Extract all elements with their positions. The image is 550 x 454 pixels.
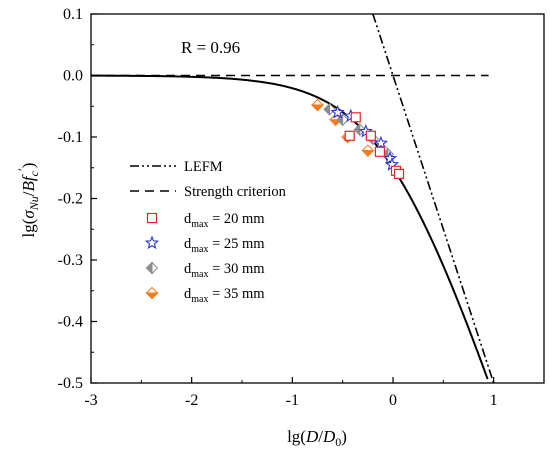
data-point (374, 146, 386, 157)
data-point (330, 104, 345, 119)
diamond-marker-fill (145, 261, 153, 275)
x-tick-label: -1 (286, 392, 299, 409)
y-tick-label: -0.5 (58, 375, 83, 392)
data-point (323, 102, 336, 117)
star-marker (373, 135, 389, 150)
data-point (365, 130, 376, 141)
legend-label: dmax = 35 mm (184, 286, 265, 305)
legend-label: dmax = 20 mm (184, 211, 265, 230)
legend-label: LEFM (184, 159, 223, 175)
diamond-marker-fill (310, 104, 325, 112)
square-marker (393, 168, 405, 179)
star-marker (144, 235, 160, 250)
data-point (393, 168, 405, 179)
chart-markers (310, 98, 405, 179)
legend-marker (146, 212, 158, 224)
diamond-marker-fill (323, 102, 331, 117)
data-point (373, 135, 389, 150)
axis-tick-labels: -3 -2 -1 0 1 0.1 0.0 -0.1 -0.2 -0.3 -0.4 -0.5 (58, 6, 498, 409)
legend-marker (145, 261, 159, 275)
x-tick-label: -3 (84, 392, 97, 409)
y-tick-label: 0.1 (63, 6, 83, 23)
x-tick-label: -2 (185, 392, 198, 409)
data-point (344, 130, 355, 141)
y-tick-label: -0.4 (58, 314, 83, 331)
star-marker (330, 104, 345, 119)
x-tick-label: 0 (389, 392, 397, 409)
y-axis-label: lg(σNu/Bfc′) (15, 163, 41, 238)
x-tick-label: 1 (490, 392, 498, 409)
legend-label: dmax = 30 mm (184, 261, 265, 280)
square-marker (146, 212, 158, 224)
legend-label: dmax = 25 mm (184, 236, 265, 255)
legend-marker (145, 286, 159, 300)
square-marker (374, 146, 386, 157)
data-point (382, 151, 398, 165)
diamond-marker-fill (145, 292, 159, 300)
star-marker (382, 151, 398, 165)
r-annotation: R = 0.96 (181, 38, 240, 57)
legend: LEFM Strength criterion dmax = 20 mm dmax =… (130, 159, 287, 305)
lefm-line (372, 14, 495, 383)
diamond-marker-fill (361, 150, 375, 157)
chart-lines (91, 14, 495, 383)
axis-ticks (90, 13, 495, 384)
y-tick-label: -0.2 (58, 191, 83, 208)
legend-label: Strength criterion (184, 184, 287, 200)
legend-marker (144, 235, 160, 250)
square-marker (344, 130, 355, 141)
data-point (361, 144, 375, 157)
square-marker (365, 130, 376, 141)
data-point (310, 98, 325, 112)
y-tick-label: -0.1 (58, 129, 83, 146)
data-point (350, 112, 361, 123)
x-axis-label: lg(D/D0) (287, 427, 347, 449)
square-marker (350, 112, 361, 123)
y-tick-label: -0.3 (58, 252, 83, 269)
y-tick-label: 0.0 (63, 68, 83, 85)
